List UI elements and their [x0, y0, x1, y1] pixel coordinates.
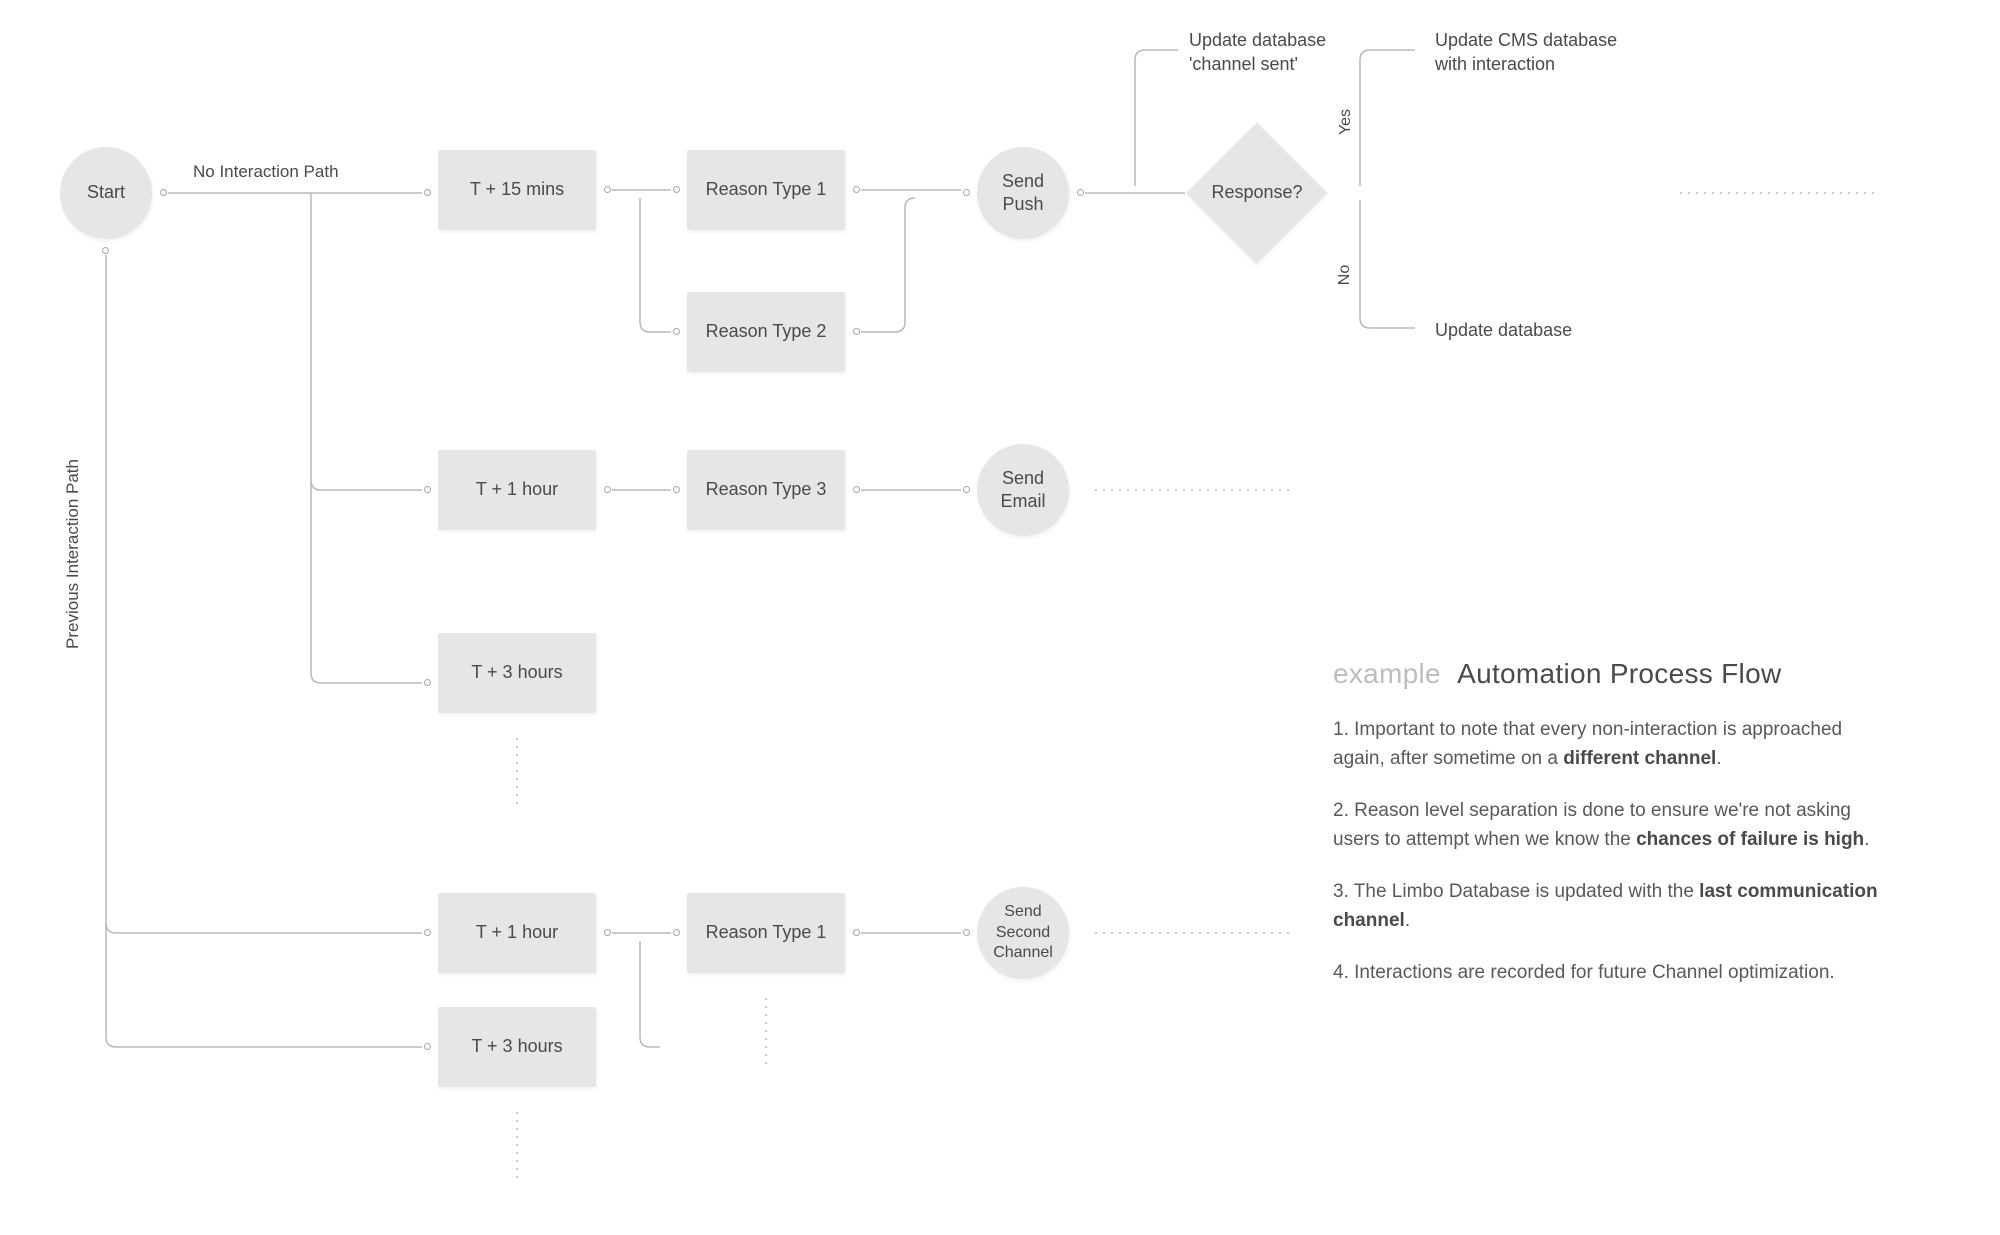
- notes-item-1: 1. Important to note that every non-inte…: [1333, 716, 1893, 773]
- port-dot: [853, 929, 860, 936]
- port-dot: [424, 679, 431, 686]
- node-reason1-a-label: Reason Type 1: [706, 178, 827, 201]
- port-dot: [673, 486, 680, 493]
- node-send-second: Send Second Channel: [977, 887, 1069, 979]
- node-reason1-a: Reason Type 1: [687, 150, 845, 230]
- notes-title-prefix: example: [1333, 658, 1441, 689]
- node-t1h-b-label: T + 1 hour: [476, 921, 558, 944]
- node-reason3-label: Reason Type 3: [706, 478, 827, 501]
- notes-item-2: 2. Reason level separation is done to en…: [1333, 797, 1893, 854]
- node-reason2: Reason Type 2: [687, 292, 845, 372]
- port-dot: [853, 328, 860, 335]
- node-send-push: Send Push: [977, 147, 1069, 239]
- label-yes: Yes: [1337, 109, 1355, 135]
- node-t1h-a-label: T + 1 hour: [476, 478, 558, 501]
- node-t3h-b: T + 3 hours: [438, 1007, 596, 1087]
- node-response-label: Response?: [1211, 181, 1302, 204]
- outcome-channel-sent: Update database 'channel sent': [1189, 28, 1326, 77]
- port-dot: [102, 247, 109, 254]
- port-dot: [673, 186, 680, 193]
- label-no-interaction: No Interaction Path: [193, 162, 339, 182]
- node-t1h-b: T + 1 hour: [438, 893, 596, 973]
- notes-item-3: 3. The Limbo Database is updated with th…: [1333, 878, 1893, 935]
- node-start-label: Start: [87, 181, 125, 204]
- node-send-second-label: Send Second Channel: [993, 902, 1053, 964]
- port-dot: [604, 186, 611, 193]
- node-send-email-label: Send Email: [1000, 467, 1045, 514]
- notes-title-main: Automation Process Flow: [1457, 658, 1781, 689]
- node-send-push-label: Send Push: [1002, 170, 1044, 217]
- node-reason3: Reason Type 3: [687, 450, 845, 530]
- port-dot: [963, 189, 970, 196]
- port-dot: [853, 486, 860, 493]
- port-dot: [963, 486, 970, 493]
- node-t15-label: T + 15 mins: [470, 178, 564, 201]
- outcome-cms: Update CMS database with interaction: [1435, 28, 1617, 77]
- port-dot: [1077, 189, 1084, 196]
- port-dot: [604, 929, 611, 936]
- label-previous-interaction: Previous Interaction Path: [63, 459, 83, 649]
- label-no: No: [1336, 265, 1354, 285]
- port-dot: [424, 1043, 431, 1050]
- port-dot: [424, 486, 431, 493]
- node-t3h-a: T + 3 hours: [438, 633, 596, 713]
- node-reason1-b: Reason Type 1: [687, 893, 845, 973]
- port-dot: [853, 186, 860, 193]
- notes-title: example Automation Process Flow: [1333, 658, 1893, 690]
- node-t3h-a-label: T + 3 hours: [471, 661, 562, 684]
- node-t1h-a: T + 1 hour: [438, 450, 596, 530]
- node-reason1-b-label: Reason Type 1: [706, 921, 827, 944]
- port-dot: [160, 189, 167, 196]
- port-dot: [604, 486, 611, 493]
- node-t15: T + 15 mins: [438, 150, 596, 230]
- node-response: Response?: [1207, 143, 1307, 243]
- notes-panel: example Automation Process Flow 1. Impor…: [1333, 658, 1893, 1012]
- port-dot: [963, 929, 970, 936]
- outcome-update-db: Update database: [1435, 318, 1572, 342]
- notes-item-4: 4. Interactions are recorded for future …: [1333, 959, 1893, 988]
- node-start: Start: [60, 147, 152, 239]
- node-send-email: Send Email: [977, 444, 1069, 536]
- port-dot: [424, 189, 431, 196]
- port-dot: [673, 929, 680, 936]
- node-reason2-label: Reason Type 2: [706, 320, 827, 343]
- node-t3h-b-label: T + 3 hours: [471, 1035, 562, 1058]
- port-dot: [424, 929, 431, 936]
- port-dot: [673, 328, 680, 335]
